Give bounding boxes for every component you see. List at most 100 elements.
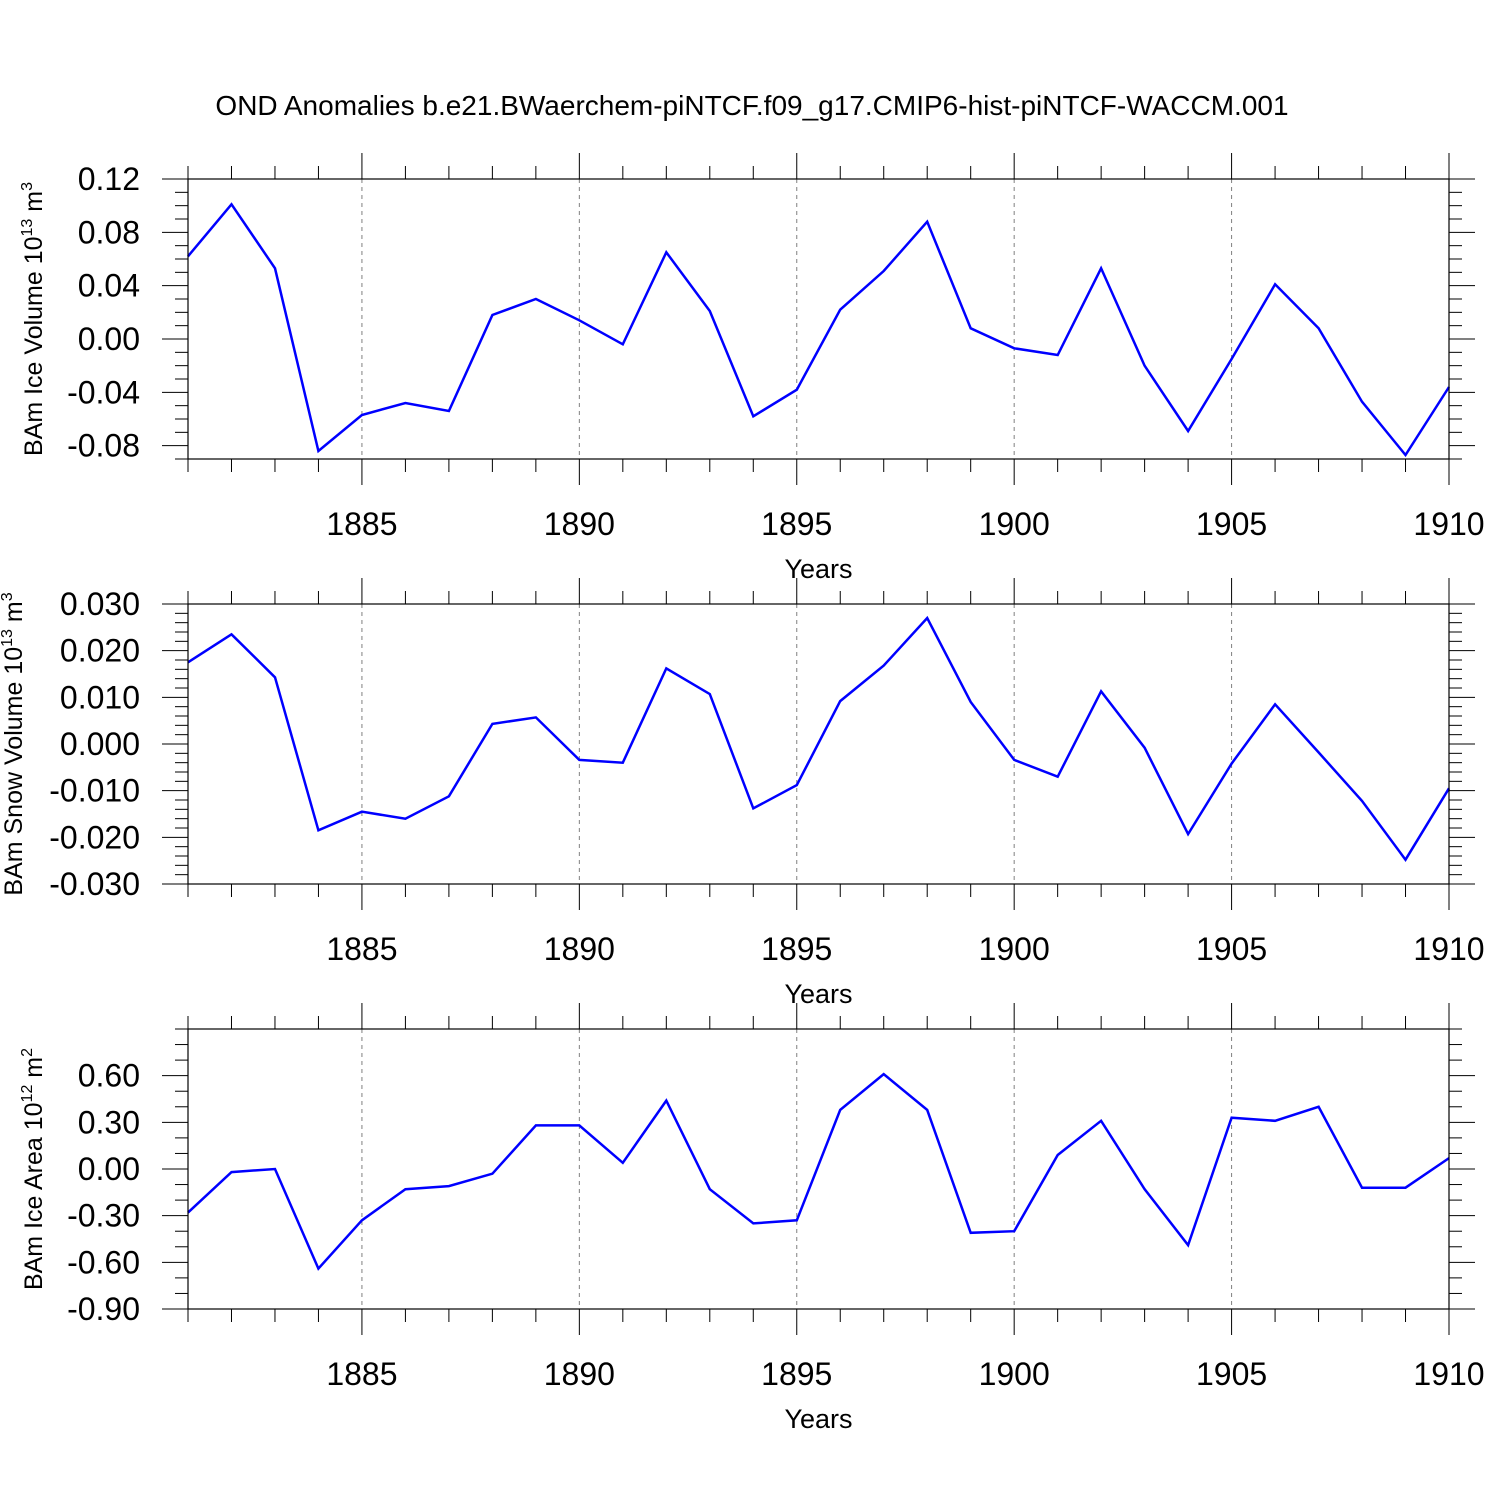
- x-tick-label: 1890: [544, 1356, 615, 1392]
- data-point: [361, 1220, 362, 1221]
- x-tick-label: 1910: [1413, 1356, 1484, 1392]
- data-point: [1188, 834, 1189, 835]
- data-point: [361, 811, 362, 812]
- data-point: [405, 403, 406, 404]
- data-point: [1362, 1187, 1363, 1188]
- data-point: [1101, 1120, 1102, 1121]
- y-axis-title-unit: m: [20, 1057, 48, 1085]
- panel-2: 1885 1890 1895 1900 1905 1910 Years -0.030 -0.02…: [0, 578, 1485, 1009]
- x-tick-label: 1885: [326, 931, 397, 967]
- y-axis-title-main: BAm Snow Volume 10: [0, 647, 28, 896]
- data-point: [535, 1125, 536, 1126]
- data-point: [709, 694, 710, 695]
- y-axis-title-main: BAm Ice Volume 10: [20, 236, 48, 456]
- data-point: [535, 717, 536, 718]
- data-point: [1101, 268, 1102, 269]
- x-axis-title: Years: [784, 1404, 852, 1434]
- data-point: [535, 299, 536, 300]
- x-axis-title: Years: [784, 979, 852, 1009]
- y-tick-label: -0.90: [67, 1291, 140, 1327]
- data-point: [1231, 359, 1232, 360]
- panel-3: 1885 1890 1895 1900 1905 1910 Years -0.90 -0.60 -…: [19, 1003, 1485, 1434]
- data-point: [1362, 401, 1363, 402]
- data-point: [622, 344, 623, 345]
- y-tick-label: 0.04: [78, 268, 140, 304]
- y-tick-label: 0.08: [78, 214, 140, 250]
- x-tick-label: 1905: [1196, 931, 1267, 967]
- data-point: [970, 328, 971, 329]
- data-point: [579, 759, 580, 760]
- data-point: [1318, 1106, 1319, 1107]
- y-axis-title-unit-exponent: 3: [0, 592, 16, 601]
- data-point: [318, 1268, 319, 1269]
- x-tick-label: 1885: [326, 1356, 397, 1392]
- data-point: [448, 796, 449, 797]
- data-point: [579, 320, 580, 321]
- data-point: [1014, 348, 1015, 349]
- y-axis-title-unit-exponent: 3: [19, 182, 36, 191]
- data-point: [448, 1186, 449, 1187]
- y-axis-title: BAm Ice Volume 1013 m3: [19, 182, 48, 456]
- data-point: [1014, 1231, 1015, 1232]
- data-point: [796, 389, 797, 390]
- data-point: [1188, 431, 1189, 432]
- data-point: [492, 1173, 493, 1174]
- x-tick-label: 1890: [544, 931, 615, 967]
- data-point: [1057, 776, 1058, 777]
- y-axis-title-exponent: 13: [19, 219, 36, 237]
- data-point: [405, 1189, 406, 1190]
- y-axis-title-unit: m: [20, 191, 48, 219]
- data-point: [231, 1172, 232, 1173]
- data-point: [883, 1074, 884, 1075]
- data-point: [840, 309, 841, 310]
- data-point: [579, 1125, 580, 1126]
- y-tick-label: -0.020: [49, 819, 140, 855]
- data-point: [753, 1223, 754, 1224]
- data-point: [1318, 752, 1319, 753]
- data-point: [1275, 1120, 1276, 1121]
- y-tick-label: 0.60: [78, 1058, 140, 1094]
- series-line: [187, 615, 1451, 862]
- y-tick-label: -0.010: [49, 773, 140, 809]
- data-point: [970, 702, 971, 703]
- data-point: [622, 1162, 623, 1163]
- data-point: [709, 311, 710, 312]
- data-point: [1188, 1245, 1189, 1246]
- data-point: [318, 830, 319, 831]
- panel-1: 1885 1890 1895 1900 1905 1910 Years -0.08 -0.04 0…: [19, 153, 1485, 584]
- x-tick-label: 1900: [979, 506, 1050, 542]
- data-point: [796, 785, 797, 786]
- data-point: [1057, 1155, 1058, 1156]
- y-axis-title-unit: m: [0, 601, 28, 629]
- data-point: [492, 315, 493, 316]
- x-tick-label: 1895: [761, 506, 832, 542]
- data-point: [1144, 1189, 1145, 1190]
- data-point: [1014, 759, 1015, 760]
- data-point: [1057, 355, 1058, 356]
- x-tick-label: 1905: [1196, 1356, 1267, 1392]
- data-point: [231, 204, 232, 205]
- y-tick-label: 0.00: [78, 1151, 140, 1187]
- data-point: [1144, 365, 1145, 366]
- x-tick-label: 1910: [1413, 931, 1484, 967]
- data-point: [666, 1100, 667, 1101]
- data-point: [840, 701, 841, 702]
- data-point: [970, 1232, 971, 1233]
- x-tick-label: 1905: [1196, 506, 1267, 542]
- data-point: [927, 618, 928, 619]
- data-point: [1231, 763, 1232, 764]
- data-point: [405, 818, 406, 819]
- y-tick-label: 0.30: [78, 1104, 140, 1140]
- x-axis-title: Years: [784, 554, 852, 584]
- data-point: [1362, 800, 1363, 801]
- y-tick-label: -0.60: [67, 1244, 140, 1280]
- data-point: [448, 411, 449, 412]
- data-point: [274, 677, 275, 678]
- y-tick-label: 0.000: [60, 726, 140, 762]
- data-point: [927, 221, 928, 222]
- data-point: [622, 762, 623, 763]
- y-axis-title: BAm Snow Volume 1013 m3: [0, 592, 28, 895]
- data-point: [666, 668, 667, 669]
- y-tick-label: 0.12: [78, 161, 140, 197]
